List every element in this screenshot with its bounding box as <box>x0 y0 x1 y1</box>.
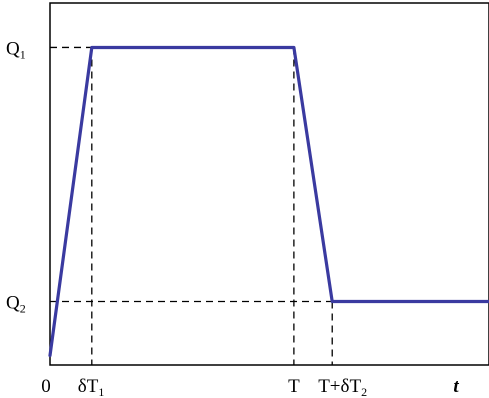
plot-frame <box>49 2 489 366</box>
x-axis-label: t <box>453 376 459 397</box>
series-group <box>48 45 489 358</box>
x-tick-label-4: T+δT2 <box>318 376 367 398</box>
y-tick-label-1: Q1 <box>6 38 26 61</box>
x-tick-label-3: T <box>288 376 300 397</box>
y-tick-label-2: Q2 <box>6 292 26 315</box>
x-tick-labels: 0 δT1 T T+δT2 <box>41 376 367 398</box>
x-tick-label-2: δT1 <box>78 376 105 398</box>
x-tick-label-1: 0 <box>41 376 51 397</box>
guide-lines <box>50 46 489 365</box>
y-tick-labels: Q1 Q2 <box>6 38 26 315</box>
series-line-1 <box>48 45 489 358</box>
